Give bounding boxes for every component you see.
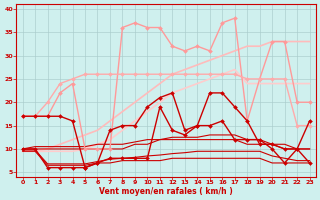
X-axis label: Vent moyen/en rafales ( km/h ): Vent moyen/en rafales ( km/h ) [99, 187, 233, 196]
